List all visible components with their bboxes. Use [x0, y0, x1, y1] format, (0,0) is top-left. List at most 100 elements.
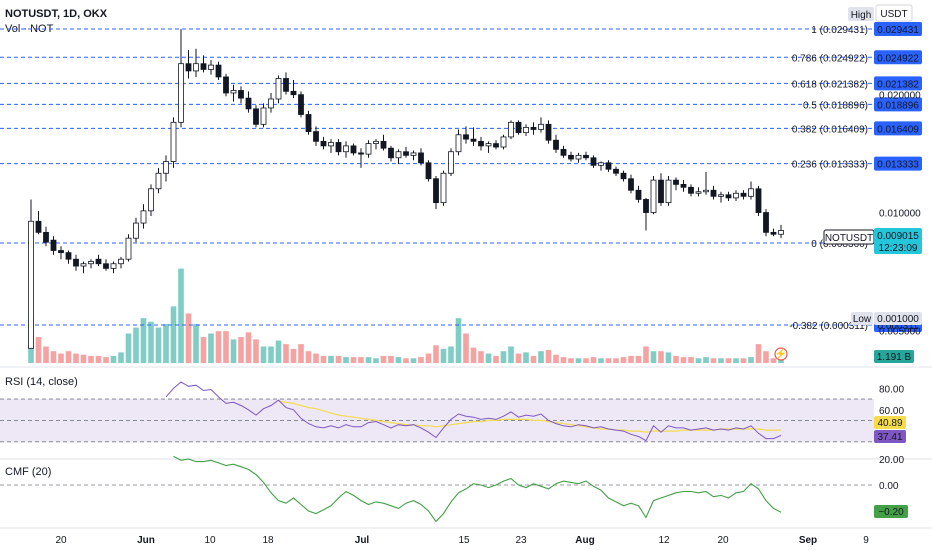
candle-body: [613, 168, 619, 174]
volume-bar: [365, 357, 372, 363]
volume-bar: [215, 331, 222, 363]
candle-body: [508, 121, 514, 138]
candle-body: [478, 140, 484, 147]
price-tick-label: 0.005000: [879, 326, 921, 337]
volume-bar: [710, 358, 717, 363]
candle-body: [253, 108, 259, 125]
fib-price-tag-text: 0.021382: [877, 79, 919, 90]
fib-label: 0.786 (0.024922): [792, 53, 868, 64]
volume-bar: [620, 357, 627, 363]
volume-bar: [403, 358, 409, 363]
fib-price-tag-text: 0.016409: [877, 124, 919, 135]
time-tick-label: 9: [863, 535, 869, 546]
candle-body: [695, 191, 702, 194]
candle-body: [365, 143, 372, 155]
volume-bar: [103, 357, 109, 363]
volume-bar: [380, 355, 387, 363]
candle-body: [193, 63, 199, 72]
volume-bar: [575, 358, 582, 363]
volume-bar: [553, 354, 559, 363]
candle-body: [313, 131, 319, 142]
time-tick-label: 12: [658, 535, 670, 546]
volume-bar: [463, 333, 469, 363]
volume-bar: [223, 331, 229, 363]
volume-bar: [320, 355, 327, 363]
candle-body: [163, 161, 169, 174]
volume-bar: [778, 359, 784, 363]
candle-body: [268, 98, 274, 109]
volume-bar: [740, 358, 747, 363]
volume-bar: [238, 337, 244, 363]
volume-bar: [665, 352, 672, 363]
volume-bar: [140, 318, 147, 363]
low-value-text: 0.001000: [877, 314, 919, 325]
candle-body: [418, 152, 424, 164]
volume-bar: [268, 346, 274, 363]
candle-body: [778, 230, 784, 235]
candle-body: [185, 63, 192, 72]
volume-bar: [425, 353, 432, 363]
time-tick-label: 23: [515, 535, 527, 546]
candle-body: [463, 134, 469, 140]
volume-bar: [388, 355, 394, 363]
low-value-tag: [874, 312, 922, 325]
candle-body: [605, 162, 612, 170]
cmf-value: −0.20: [878, 507, 904, 518]
rsi-value: 37.41: [877, 432, 902, 443]
volume-bar: [598, 358, 604, 363]
low-badge: [851, 312, 873, 325]
cmf-value-tag: [874, 505, 908, 518]
time-tick-label: 20: [717, 535, 729, 546]
candle-body: [328, 142, 334, 147]
volume-bar: [335, 355, 342, 363]
candle-body: [155, 172, 162, 190]
volume-bar: [88, 355, 94, 363]
price-tick-label: 0.010000: [879, 209, 921, 220]
volume-bar: [313, 353, 319, 363]
volume-bar: [350, 357, 357, 363]
candle-body: [65, 252, 72, 260]
time-tick-label: 18: [262, 535, 274, 546]
volume-bar: [725, 358, 732, 363]
time-tick-label: 20: [55, 535, 67, 546]
volume-bar: [50, 351, 57, 363]
candle-body: [628, 178, 634, 191]
candle-body: [140, 210, 147, 224]
candle-body: [410, 152, 417, 156]
rsi-line: [165, 381, 782, 442]
candle-body: [178, 63, 184, 123]
candle-body: [763, 212, 769, 233]
volume-bar: [73, 353, 79, 363]
candle-body: [665, 179, 672, 204]
candle-body: [358, 152, 364, 155]
time-tick-label: 10: [204, 535, 216, 546]
volume-bar: [125, 333, 132, 363]
candle-body: [110, 263, 117, 269]
countdown-text: 12:23:09: [879, 243, 918, 254]
volume-bar: [755, 344, 762, 363]
volume-bars: [28, 268, 784, 363]
rsi-pane: 80.00 60.00 20.00 40.89 37.41: [0, 381, 906, 466]
volume-bar: [200, 337, 207, 363]
volume-bar: [538, 351, 544, 363]
candle-body: [575, 154, 582, 160]
volume-bar: [163, 324, 169, 363]
volume-bar: [658, 351, 664, 363]
candle-body: [658, 179, 664, 204]
candle-body: [305, 114, 312, 132]
candle-body: [515, 121, 522, 134]
volume-bar: [170, 306, 177, 363]
candle-body: [373, 140, 379, 145]
volume-bar: [95, 355, 102, 363]
fib-price-tag: [874, 156, 922, 171]
ticker-tag-text: NOTUSDT: [825, 233, 873, 244]
volume-bar: [650, 351, 657, 363]
price-tick-label: 0.020000: [879, 91, 921, 102]
candle-body: [448, 151, 454, 174]
candle-body: [725, 194, 732, 199]
rsi-value-tag: [874, 430, 906, 443]
volume-bar: [530, 355, 537, 363]
volume-bar: [418, 357, 424, 363]
candle-body: [245, 97, 252, 110]
